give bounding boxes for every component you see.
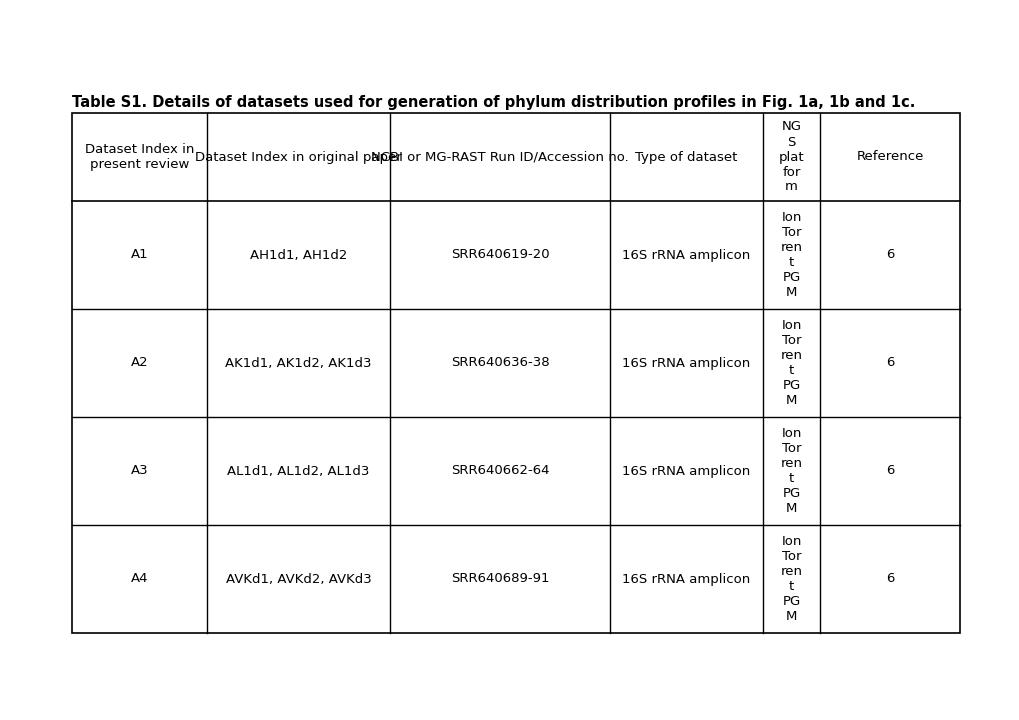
- Text: A1: A1: [130, 248, 148, 261]
- Text: 6: 6: [884, 572, 894, 585]
- Text: SRR640662-64: SRR640662-64: [450, 464, 548, 477]
- Text: Type of dataset: Type of dataset: [635, 150, 737, 163]
- Text: Dataset Index in
present review: Dataset Index in present review: [85, 143, 194, 171]
- Text: Table S1. Details of datasets used for generation of phylum distribution profile: Table S1. Details of datasets used for g…: [72, 95, 914, 110]
- Text: 6: 6: [884, 356, 894, 369]
- Text: AL1d1, AL1d2, AL1d3: AL1d1, AL1d2, AL1d3: [227, 464, 369, 477]
- Text: NG
S
plat
for
m: NG S plat for m: [777, 120, 804, 194]
- Text: 16S rRNA amplicon: 16S rRNA amplicon: [622, 464, 750, 477]
- Text: Ion
Tor
ren
t
PG
M: Ion Tor ren t PG M: [780, 211, 802, 299]
- Text: 16S rRNA amplicon: 16S rRNA amplicon: [622, 572, 750, 585]
- Text: A3: A3: [130, 464, 148, 477]
- Text: NCBI or MG-RAST Run ID/Accession no.: NCBI or MG-RAST Run ID/Accession no.: [371, 150, 629, 163]
- Text: AH1d1, AH1d2: AH1d1, AH1d2: [250, 248, 346, 261]
- Text: A4: A4: [130, 572, 148, 585]
- Text: Dataset Index in original paper: Dataset Index in original paper: [195, 150, 401, 163]
- Text: Ion
Tor
ren
t
PG
M: Ion Tor ren t PG M: [780, 535, 802, 623]
- Text: 16S rRNA amplicon: 16S rRNA amplicon: [622, 248, 750, 261]
- Text: 6: 6: [884, 248, 894, 261]
- Text: AVKd1, AVKd2, AVKd3: AVKd1, AVKd2, AVKd3: [225, 572, 371, 585]
- Text: SRR640636-38: SRR640636-38: [450, 356, 549, 369]
- Text: AK1d1, AK1d2, AK1d3: AK1d1, AK1d2, AK1d3: [225, 356, 371, 369]
- Text: 16S rRNA amplicon: 16S rRNA amplicon: [622, 356, 750, 369]
- Text: Reference: Reference: [856, 150, 923, 163]
- Text: Ion
Tor
ren
t
PG
M: Ion Tor ren t PG M: [780, 319, 802, 407]
- Text: SRR640689-91: SRR640689-91: [450, 572, 548, 585]
- Text: Ion
Tor
ren
t
PG
M: Ion Tor ren t PG M: [780, 427, 802, 515]
- Text: A2: A2: [130, 356, 148, 369]
- Text: 6: 6: [884, 464, 894, 477]
- Bar: [72, 113, 959, 633]
- Text: SRR640619-20: SRR640619-20: [450, 248, 549, 261]
